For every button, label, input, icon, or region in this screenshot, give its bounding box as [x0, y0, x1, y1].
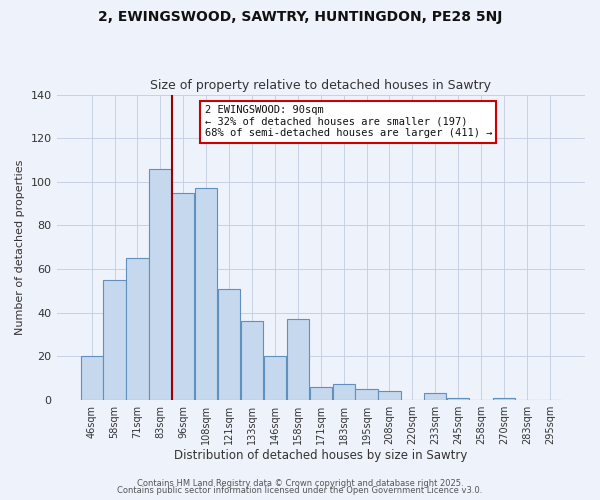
Bar: [447, 398, 469, 400]
Bar: [379, 391, 401, 400]
Text: 2, EWINGSWOOD, SAWTRY, HUNTINGDON, PE28 5NJ: 2, EWINGSWOOD, SAWTRY, HUNTINGDON, PE28 …: [98, 10, 502, 24]
Bar: [493, 398, 515, 400]
Text: Contains public sector information licensed under the Open Government Licence v3: Contains public sector information licen…: [118, 486, 482, 495]
Bar: [195, 188, 217, 400]
Bar: [80, 356, 103, 400]
Bar: [287, 319, 309, 400]
Bar: [172, 192, 194, 400]
Bar: [264, 356, 286, 400]
Y-axis label: Number of detached properties: Number of detached properties: [15, 160, 25, 335]
Text: 2 EWINGSWOOD: 90sqm
← 32% of detached houses are smaller (197)
68% of semi-detac: 2 EWINGSWOOD: 90sqm ← 32% of detached ho…: [205, 105, 492, 138]
Title: Size of property relative to detached houses in Sawtry: Size of property relative to detached ho…: [150, 79, 491, 92]
X-axis label: Distribution of detached houses by size in Sawtry: Distribution of detached houses by size …: [174, 450, 467, 462]
Text: Contains HM Land Registry data © Crown copyright and database right 2025.: Contains HM Land Registry data © Crown c…: [137, 478, 463, 488]
Bar: [241, 321, 263, 400]
Bar: [103, 280, 125, 400]
Bar: [355, 389, 378, 400]
Bar: [424, 393, 446, 400]
Bar: [310, 386, 332, 400]
Bar: [149, 168, 172, 400]
Bar: [127, 258, 149, 400]
Bar: [218, 288, 240, 400]
Bar: [332, 384, 355, 400]
